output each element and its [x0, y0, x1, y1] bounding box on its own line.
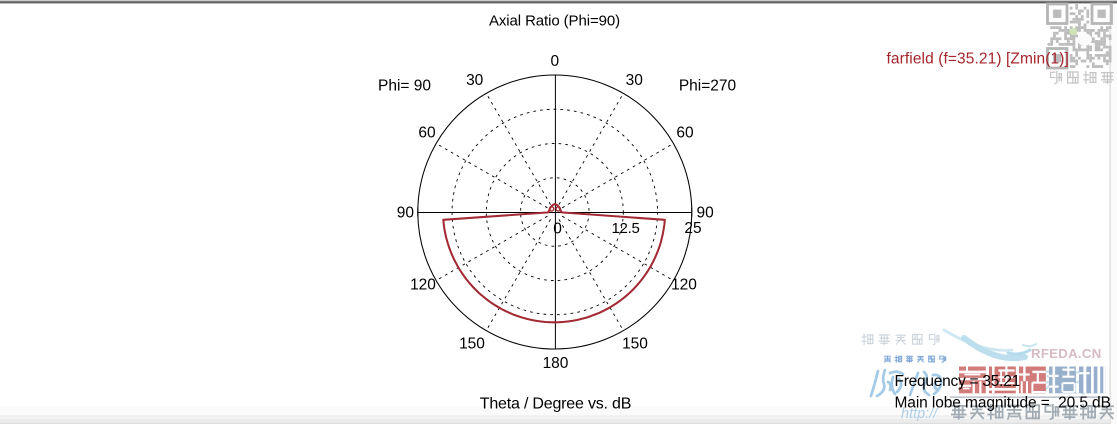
svg-text:150: 150	[459, 336, 485, 353]
svg-text:Main lobe magnitude = 20.5 dB: Main lobe magnitude = 20.5 dB	[895, 395, 1111, 412]
svg-text:0: 0	[550, 53, 559, 70]
svg-text:12.5: 12.5	[612, 220, 640, 237]
svg-text:RFEDA.CN: RFEDA.CN	[1031, 346, 1102, 361]
svg-text:http://: http://	[901, 406, 939, 422]
svg-text:60: 60	[418, 125, 436, 142]
svg-text:90: 90	[697, 205, 715, 222]
svg-text:120: 120	[410, 277, 436, 294]
svg-text:90: 90	[397, 205, 415, 222]
svg-text:60: 60	[676, 125, 694, 142]
svg-text:25: 25	[684, 220, 701, 237]
svg-text:0: 0	[553, 221, 562, 238]
svg-text:Phi= 90: Phi= 90	[378, 78, 431, 95]
svg-text:farfield (f=35.21) [Zmin(1)]: farfield (f=35.21) [Zmin(1)]	[887, 51, 1069, 68]
svg-text:Theta / Degree vs. dB: Theta / Degree vs. dB	[480, 395, 631, 412]
svg-text:Axial Ratio (Phi=90): Axial Ratio (Phi=90)	[489, 12, 620, 29]
svg-text:Frequency = 35.21: Frequency = 35.21	[895, 373, 1020, 390]
svg-text:Phi=270: Phi=270	[679, 78, 737, 95]
svg-text:180: 180	[543, 355, 569, 372]
svg-text:150: 150	[622, 336, 648, 353]
svg-text:120: 120	[671, 277, 697, 294]
svg-text:30: 30	[466, 72, 484, 89]
svg-text:30: 30	[626, 72, 644, 89]
